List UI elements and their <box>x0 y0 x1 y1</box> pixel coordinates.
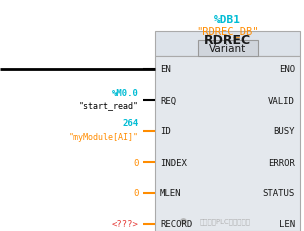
Text: EN: EN <box>160 65 171 74</box>
Text: VALID: VALID <box>268 96 295 105</box>
Text: BUSY: BUSY <box>274 127 295 136</box>
Text: 264: 264 <box>123 119 139 128</box>
Text: ERROR: ERROR <box>268 158 295 167</box>
Text: 0: 0 <box>134 158 139 167</box>
Text: "RDREC_DB": "RDREC_DB" <box>196 26 259 37</box>
Text: <???>: <???> <box>112 219 139 228</box>
FancyBboxPatch shape <box>198 41 257 57</box>
Text: "start_read": "start_read" <box>79 101 139 110</box>
Bar <box>155 57 300 231</box>
Text: Variant: Variant <box>209 44 246 54</box>
Text: %DB1: %DB1 <box>214 15 241 25</box>
Text: 机器人及PLC自动化应用: 机器人及PLC自动化应用 <box>199 218 250 224</box>
Text: RDREC: RDREC <box>204 34 251 47</box>
Text: 0: 0 <box>134 189 139 198</box>
Text: "myModule[AI]": "myModule[AI]" <box>69 132 139 141</box>
Text: STATUS: STATUS <box>263 189 295 198</box>
Text: ENO: ENO <box>279 65 295 74</box>
Text: RECORD: RECORD <box>160 219 192 228</box>
Text: MLEN: MLEN <box>160 189 181 198</box>
Bar <box>155 32 300 57</box>
Text: ID: ID <box>160 127 171 136</box>
Text: INDEX: INDEX <box>160 158 187 167</box>
Text: %M0.0: %M0.0 <box>112 88 139 97</box>
Text: LEN: LEN <box>279 219 295 228</box>
Text: REQ: REQ <box>160 96 176 105</box>
